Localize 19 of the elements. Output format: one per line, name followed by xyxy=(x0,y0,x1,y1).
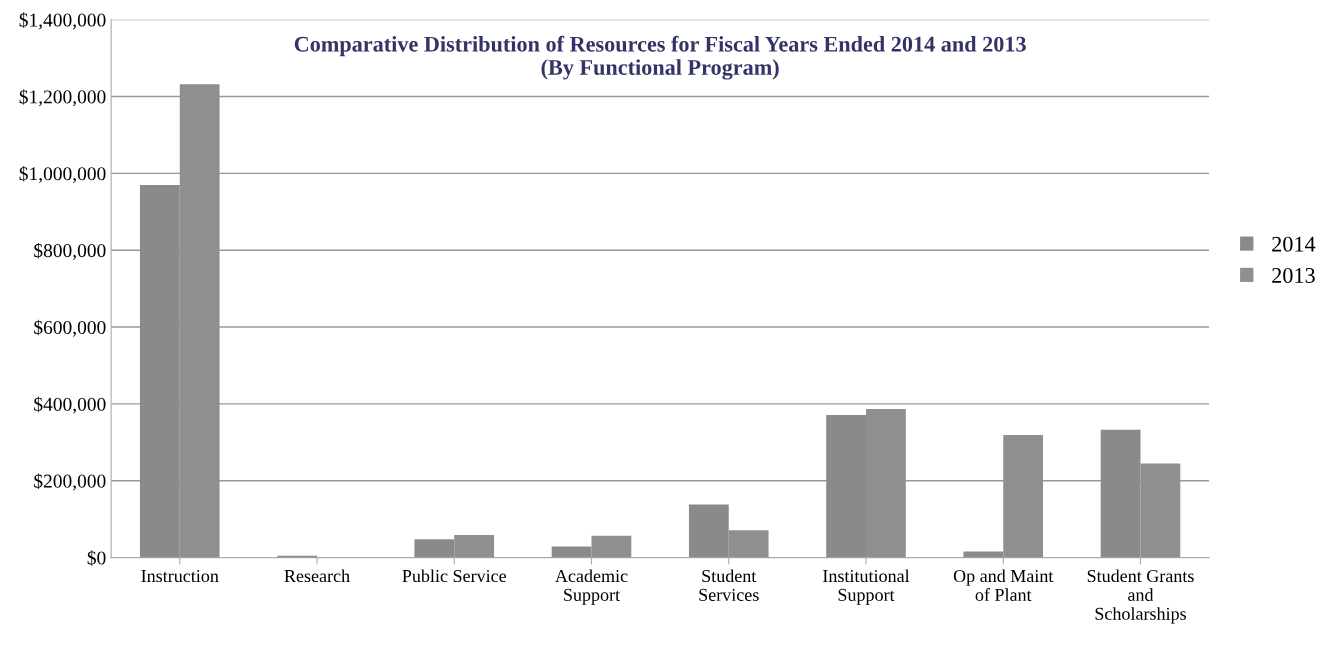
y-tick-label: $1,200,000 xyxy=(19,89,106,107)
x-tick-label: Instruction xyxy=(141,569,219,583)
x-tick-label: Public Service xyxy=(402,569,507,583)
x-tick-label: Student Grants and Scholarships xyxy=(1087,569,1194,624)
y-tick-label: $0 xyxy=(87,550,106,566)
x-tick-label: Institutional Support xyxy=(823,569,910,605)
y-tick-label: $1,000,000 xyxy=(19,166,106,184)
text: Comparative Distribution of Resources for Fiscal Years Ended 2014 and 2013 (By Functional Program) xyxy=(294,35,1026,80)
x-tick-label: Op and Maint of Plant xyxy=(953,569,1054,601)
y-tick-label: $600,000 xyxy=(34,319,106,337)
y-tick-label: $1,400,000 xyxy=(19,12,106,30)
y-tick-label: $400,000 xyxy=(34,396,106,414)
y-tick-label: $800,000 xyxy=(34,242,106,260)
x-tick-label: Research xyxy=(284,569,350,583)
legend-label: 2013 xyxy=(1272,267,1315,283)
x-tick-label: Student Services xyxy=(699,569,759,601)
legend-label: 2014 xyxy=(1272,236,1316,252)
x-tick-label: Academic Support xyxy=(555,569,628,605)
y-tick-label: $200,000 xyxy=(34,473,106,491)
